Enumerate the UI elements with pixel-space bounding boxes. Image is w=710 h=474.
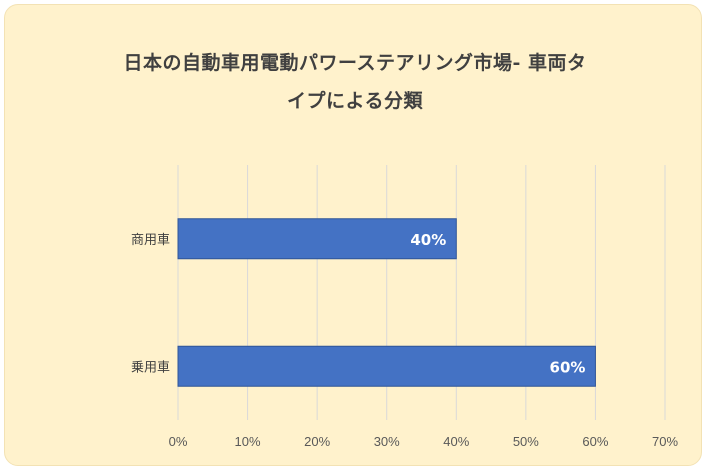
x-tick-label: 70% [652,434,678,449]
x-tick-label: 30% [374,434,400,449]
category-label: 乗用車 [131,360,170,375]
bar-1 [177,218,457,260]
x-tick-label: 50% [513,434,539,449]
chart-title-line-1: 日本の自動車用電動パワーステアリング市場- 車両タ [123,52,587,74]
chart-title: 日本の自動車用電動パワーステアリング市場- 車両タ イプによる分類 [0,44,710,120]
x-tick-label: 0% [169,434,188,449]
data-label: 40% [410,231,446,249]
category-label: 商用車 [131,233,170,248]
x-tick-label: 10% [235,434,261,449]
x-tick-label: 40% [443,434,469,449]
x-tick-label: 60% [582,434,608,449]
bar-2 [177,345,596,387]
data-label: 60% [550,358,586,376]
chart-title-line-2: イプによる分類 [287,90,423,112]
x-tick-label: 20% [304,434,330,449]
